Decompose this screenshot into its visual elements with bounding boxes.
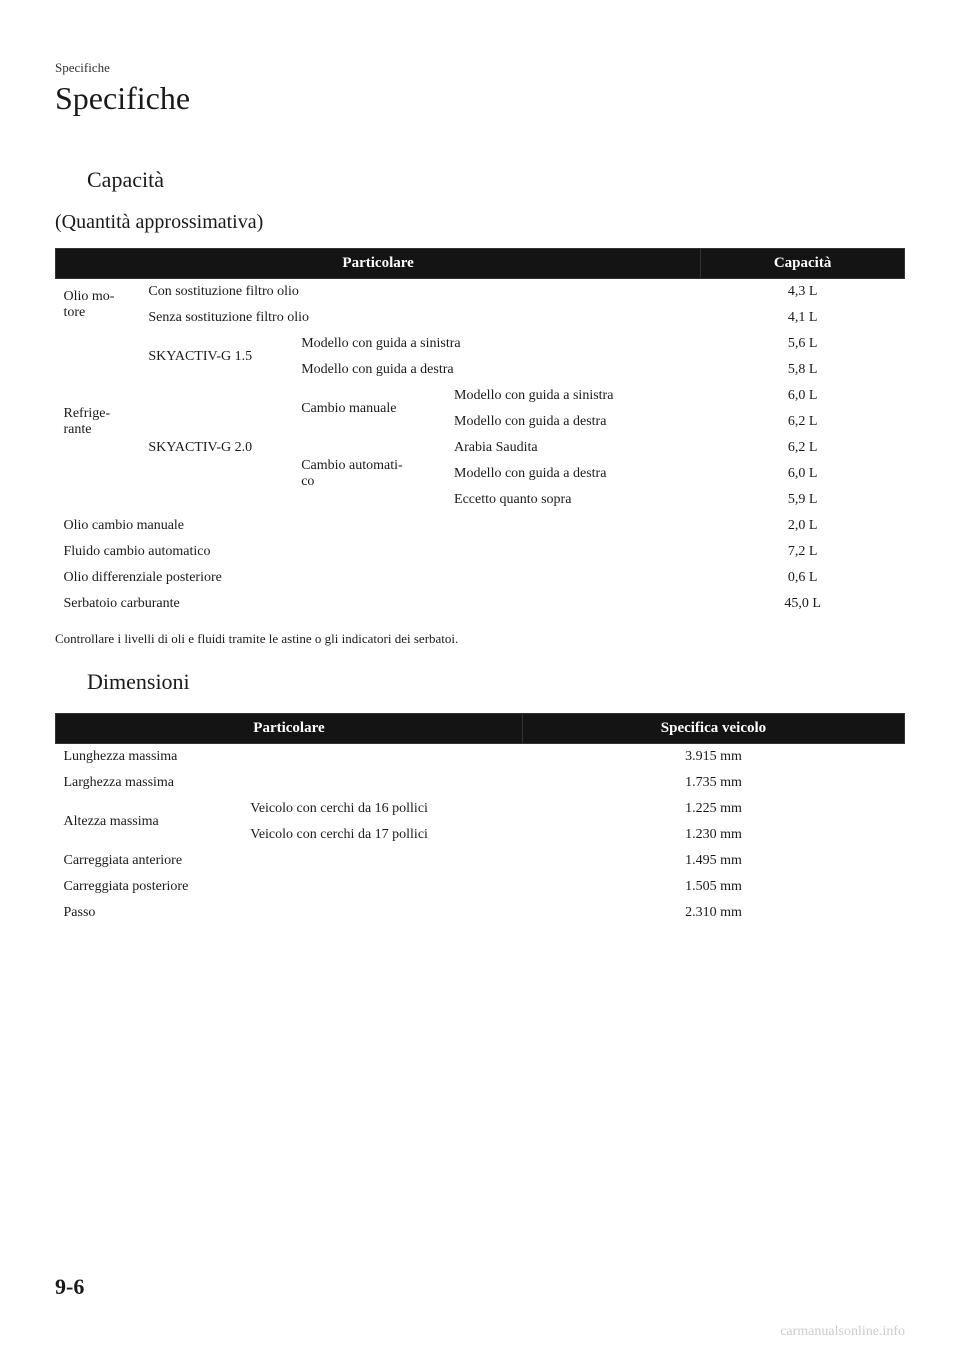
cell: Olio cambio manuale (56, 513, 701, 539)
header-particolare: Particolare (56, 714, 523, 744)
table-row: SKYACTIV-G 2.0 Cambio manuale Modello co… (56, 383, 905, 409)
cell: 5,6 L (701, 331, 905, 357)
cell: SKYACTIV-G 2.0 (140, 383, 293, 513)
cell: 4,1 L (701, 305, 905, 331)
cell: Veicolo con cerchi da 17 pollici (242, 822, 522, 848)
cell-refrigerante: Refrige- rante (56, 331, 141, 513)
cell: 5,8 L (701, 357, 905, 383)
cell: Eccetto quanto sopra (446, 487, 701, 513)
table-header-row: Particolare Capacità (56, 249, 905, 279)
cell: Veicolo con cerchi da 16 pollici (242, 796, 522, 822)
cell: Fluido cambio automatico (56, 539, 701, 565)
cell: Senza sostituzione filtro olio (140, 305, 700, 331)
cell-olio-motore: Olio mo- tore (56, 279, 141, 332)
cell: Con sostituzione filtro olio (140, 279, 700, 306)
capacity-section-title: Capacità (87, 167, 905, 193)
page-title: Specifiche (55, 80, 905, 117)
table-row: Refrige- rante SKYACTIV-G 1.5 Modello co… (56, 331, 905, 357)
header-particolare: Particolare (56, 249, 701, 279)
header-capacita: Capacità (701, 249, 905, 279)
table-row: Altezza massima Veicolo con cerchi da 16… (56, 796, 905, 822)
breadcrumb: Specifiche (55, 60, 905, 76)
cell: 0,6 L (701, 565, 905, 591)
table-row: Olio mo- tore Con sostituzione filtro ol… (56, 279, 905, 306)
cell: 1.505 mm (522, 874, 904, 900)
table-row: Carreggiata posteriore 1.505 mm (56, 874, 905, 900)
capacity-table: Particolare Capacità Olio mo- tore Con s… (55, 248, 905, 617)
cell: SKYACTIV-G 1.5 (140, 331, 293, 383)
table-row: Senza sostituzione filtro olio 4,1 L (56, 305, 905, 331)
table-row: Passo 2.310 mm (56, 900, 905, 926)
cell: 2,0 L (701, 513, 905, 539)
cell: 5,9 L (701, 487, 905, 513)
cell: Larghezza massima (56, 770, 523, 796)
table-row: Carreggiata anteriore 1.495 mm (56, 848, 905, 874)
cell: Cambio automati- co (293, 435, 446, 513)
cell: Serbatoio carburante (56, 591, 701, 617)
header-specifica: Specifica veicolo (522, 714, 904, 744)
cell: Cambio manuale (293, 383, 446, 435)
cell: Olio differenziale posteriore (56, 565, 701, 591)
cell: 7,2 L (701, 539, 905, 565)
cell: Modello con guida a sinistra (446, 383, 701, 409)
cell: 45,0 L (701, 591, 905, 617)
cell: Passo (56, 900, 523, 926)
dimensions-section-title: Dimensioni (87, 669, 905, 695)
capacity-subtitle: (Quantità approssimativa) (55, 211, 905, 234)
table-row: Olio differenziale posteriore 0,6 L (56, 565, 905, 591)
cell: Altezza massima (56, 796, 243, 848)
cell: 1.225 mm (522, 796, 904, 822)
cell: Carreggiata anteriore (56, 848, 523, 874)
table-row: Fluido cambio automatico 7,2 L (56, 539, 905, 565)
watermark: carmanualsonline.info (780, 1324, 905, 1340)
page-number: 9-6 (55, 1274, 84, 1300)
cell: Carreggiata posteriore (56, 874, 523, 900)
table-row: Lunghezza massima 3.915 mm (56, 744, 905, 771)
cell: Modello con guida a destra (446, 409, 701, 435)
table-header-row: Particolare Specifica veicolo (56, 714, 905, 744)
cell: 4,3 L (701, 279, 905, 306)
table-row: Larghezza massima 1.735 mm (56, 770, 905, 796)
cell: Modello con guida a destra (446, 461, 701, 487)
dimensions-table: Particolare Specifica veicolo Lunghezza … (55, 713, 905, 926)
cell: 1.735 mm (522, 770, 904, 796)
cell: 2.310 mm (522, 900, 904, 926)
cell: 1.495 mm (522, 848, 904, 874)
cell: 1.230 mm (522, 822, 904, 848)
cell: Modello con guida a destra (293, 357, 701, 383)
cell: Lunghezza massima (56, 744, 523, 771)
capacity-note: Controllare i livelli di oli e fluidi tr… (55, 631, 905, 647)
cell: Modello con guida a sinistra (293, 331, 701, 357)
header: Specifiche Specifiche (55, 60, 905, 117)
table-row: Olio cambio manuale 2,0 L (56, 513, 905, 539)
cell: 3.915 mm (522, 744, 904, 771)
cell: Arabia Saudita (446, 435, 701, 461)
cell: 6,0 L (701, 383, 905, 409)
cell: 6,2 L (701, 409, 905, 435)
table-row: Serbatoio carburante 45,0 L (56, 591, 905, 617)
cell: 6,0 L (701, 461, 905, 487)
cell: 6,2 L (701, 435, 905, 461)
